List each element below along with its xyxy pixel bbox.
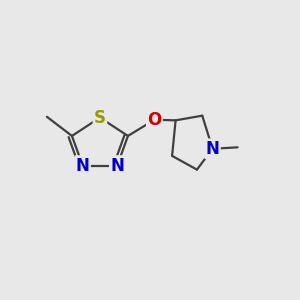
Text: N: N: [206, 140, 220, 158]
Text: N: N: [76, 157, 90, 175]
Text: O: O: [147, 111, 162, 129]
Text: N: N: [110, 157, 124, 175]
Text: S: S: [94, 109, 106, 127]
